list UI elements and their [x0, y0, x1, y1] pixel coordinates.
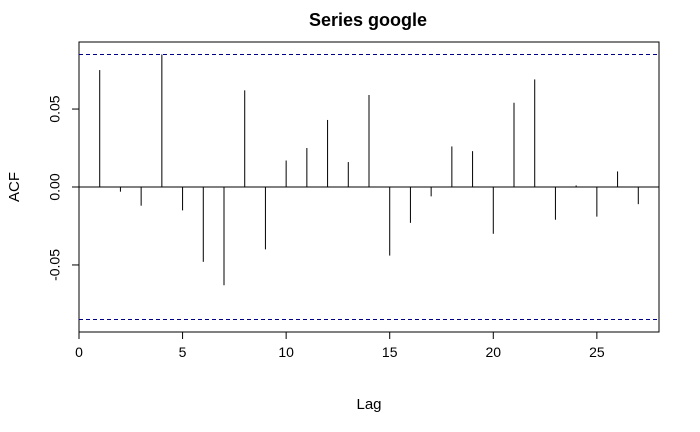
- y-tick-label: -0.05: [47, 249, 63, 281]
- chart-title: Series google: [309, 10, 427, 30]
- x-tick-label: 15: [382, 344, 398, 360]
- y-tick-label: 0.05: [47, 95, 63, 122]
- y-axis-label: ACF: [6, 172, 23, 202]
- y-axis: -0.05 0.00 0.05: [47, 95, 80, 281]
- x-axis-label: Lag: [356, 396, 381, 413]
- x-tick-label: 5: [179, 344, 187, 360]
- x-tick-label: 0: [75, 344, 83, 360]
- reference-lines: [79, 53, 659, 321]
- acf-bars: [99, 54, 639, 286]
- x-tick-label: 10: [278, 344, 294, 360]
- x-tick-label: 20: [485, 344, 501, 360]
- x-axis: 0 5 10 15 20 25: [75, 331, 605, 360]
- y-tick-label: 0.00: [47, 173, 63, 200]
- x-tick-label: 25: [589, 344, 605, 360]
